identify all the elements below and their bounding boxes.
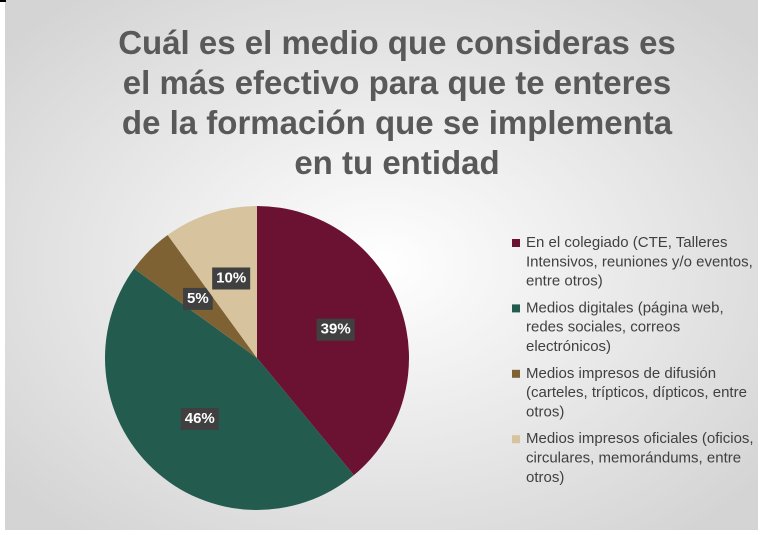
data-label: 10% (216, 269, 246, 286)
legend-label: Medios digitales (página web, redes socia… (526, 299, 724, 355)
data-label-box (183, 287, 213, 310)
legend-swatch (512, 304, 520, 313)
legend-label: Medios impresos oficiales (oficios, circu… (526, 430, 754, 486)
data-label: 39% (321, 321, 351, 338)
data-label: 46% (185, 410, 215, 427)
data-label-box (180, 407, 219, 430)
chart-title: Cuál es el medio que consideras es el más… (118, 24, 676, 181)
legend-swatch (512, 239, 520, 247)
legend-label: Medios impresos de difusión (carteles, tr… (526, 365, 747, 421)
legend-swatch (512, 435, 520, 444)
data-label: 5% (187, 290, 209, 307)
data-label-box (316, 318, 355, 341)
data-label-box (212, 267, 251, 290)
legend-label: En el colegiado (CTE, Talleres Intensivos… (526, 234, 753, 290)
legend-swatch (512, 369, 520, 378)
pie-slice (105, 268, 354, 510)
